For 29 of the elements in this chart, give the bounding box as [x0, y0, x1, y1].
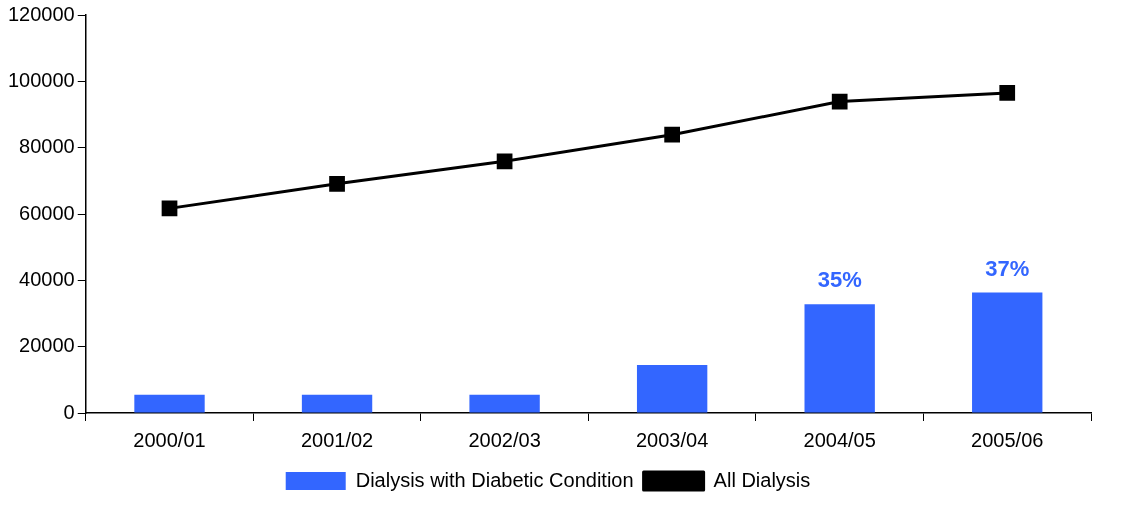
point — [999, 85, 1016, 101]
annotation: 37% — [985, 255, 1030, 281]
point — [496, 153, 513, 170]
bar — [636, 364, 708, 413]
bar — [134, 394, 205, 413]
y-tick-label: 0 — [63, 400, 75, 423]
bar — [804, 304, 875, 413]
legend-label: All Dialysis — [713, 468, 811, 491]
point — [161, 200, 178, 217]
x-tick-label: 2002/03 — [468, 428, 541, 451]
y-tick-label: 80000 — [19, 135, 75, 158]
x-tick-label: 2004/05 — [803, 428, 876, 451]
point — [664, 126, 681, 143]
annotation: 35% — [817, 267, 862, 293]
x-tick-label: 2000/01 — [133, 428, 206, 451]
y-tick-label: 100000 — [7, 68, 75, 91]
x-tick-label: 2003/04 — [635, 428, 709, 451]
point — [831, 93, 848, 110]
y-tick-label: 60000 — [19, 201, 75, 224]
x-tick-label: 2001/02 — [300, 428, 374, 451]
point — [329, 175, 345, 192]
x-tick-label: 2005/06 — [971, 428, 1044, 451]
bar — [301, 394, 373, 413]
legend-label: Dialysis with Diabetic Condition — [355, 468, 634, 491]
y-tick-label: 20000 — [19, 334, 75, 357]
y-tick-label: 40000 — [19, 267, 75, 290]
bar — [972, 292, 1043, 413]
bar — [469, 394, 540, 413]
y-tick-label: 120000 — [7, 2, 75, 25]
